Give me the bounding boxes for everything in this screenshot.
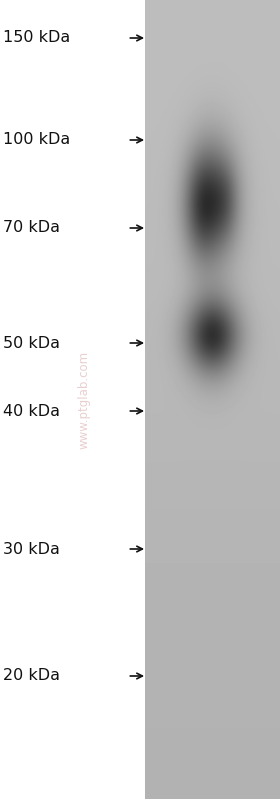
Text: 100 kDa: 100 kDa [3,133,70,148]
Text: 50 kDa: 50 kDa [3,336,60,351]
Text: 70 kDa: 70 kDa [3,221,60,236]
Text: 20 kDa: 20 kDa [3,669,60,683]
Bar [0,0,144,799]
Text: www.ptglab.com: www.ptglab.com [78,351,90,448]
Text: 30 kDa: 30 kDa [3,542,60,556]
Text: 150 kDa: 150 kDa [3,30,70,46]
Text: 40 kDa: 40 kDa [3,403,60,419]
